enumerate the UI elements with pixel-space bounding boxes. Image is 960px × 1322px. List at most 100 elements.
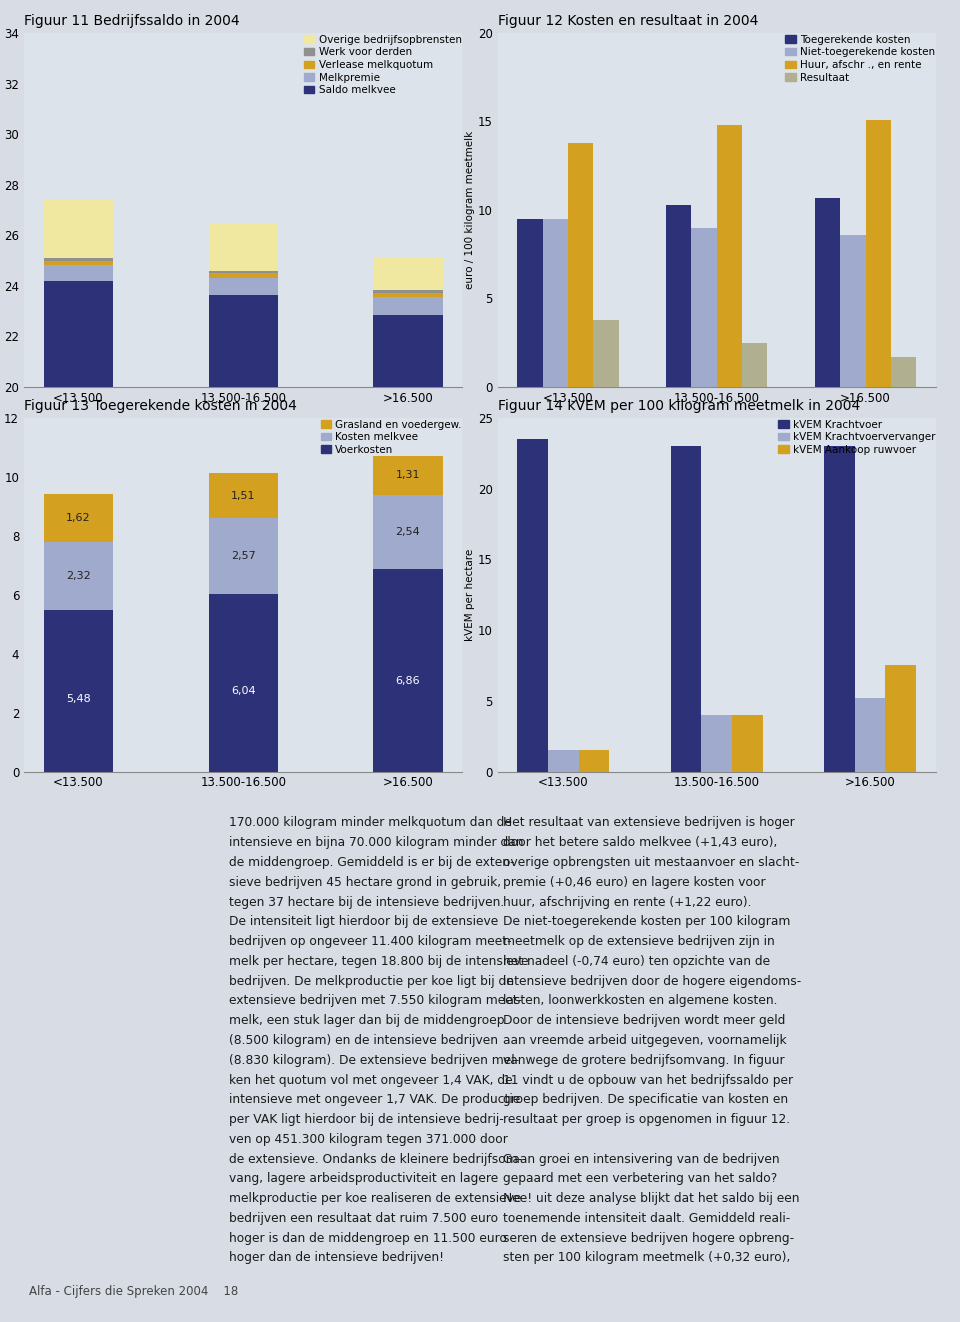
Bar bbox=[373, 297, 443, 315]
Bar bbox=[866, 120, 891, 387]
Text: Figuur 14 kVEM per 100 kilogram meetmelk in 2004: Figuur 14 kVEM per 100 kilogram meetmelk… bbox=[497, 398, 860, 412]
Y-axis label: euro / 100 kilogram meetmelk: euro / 100 kilogram meetmelk bbox=[0, 516, 1, 674]
Text: Figuur 11 Bedrijfssaldo in 2004: Figuur 11 Bedrijfssaldo in 2004 bbox=[24, 13, 240, 28]
Text: intensieve met ongeveer 1,7 VAK. De productie: intensieve met ongeveer 1,7 VAK. De prod… bbox=[229, 1093, 520, 1107]
Bar bbox=[885, 665, 916, 772]
Text: toenemende intensiteit daalt. Gemiddeld reali-: toenemende intensiteit daalt. Gemiddeld … bbox=[503, 1212, 790, 1225]
Text: 11 vindt u de opbouw van het bedrijfssaldo per: 11 vindt u de opbouw van het bedrijfssal… bbox=[503, 1073, 793, 1087]
Bar bbox=[373, 258, 443, 291]
Bar bbox=[208, 518, 277, 594]
Text: Figuur 13 Toegerekende kosten in 2004: Figuur 13 Toegerekende kosten in 2004 bbox=[24, 398, 297, 412]
Text: meetmelk op de extensieve bedrijven zijn in: meetmelk op de extensieve bedrijven zijn… bbox=[503, 935, 775, 948]
Bar bbox=[891, 357, 916, 387]
Text: sieve bedrijven 45 hectare grond in gebruik,: sieve bedrijven 45 hectare grond in gebr… bbox=[229, 875, 501, 888]
Bar bbox=[373, 570, 443, 772]
Text: 2,57: 2,57 bbox=[230, 551, 255, 561]
Text: huur, afschrijving en rente (+1,22 euro).: huur, afschrijving en rente (+1,22 euro)… bbox=[503, 895, 752, 908]
Text: intensieve en bijna 70.000 kilogram minder dan: intensieve en bijna 70.000 kilogram mind… bbox=[229, 837, 524, 849]
Text: Gaan groei en intensivering van de bedrijven: Gaan groei en intensivering van de bedri… bbox=[503, 1153, 780, 1166]
Text: overige opbrengsten uit mestaanvoer en slacht-: overige opbrengsten uit mestaanvoer en s… bbox=[503, 857, 799, 869]
Text: lasten, loonwerkkosten en algemene kosten.: lasten, loonwerkkosten en algemene koste… bbox=[503, 994, 778, 1007]
Text: 6,86: 6,86 bbox=[396, 676, 420, 686]
Bar bbox=[208, 594, 277, 772]
Bar bbox=[824, 446, 854, 772]
Bar bbox=[568, 143, 593, 387]
Text: bedrijven een resultaat dat ruim 7.500 euro: bedrijven een resultaat dat ruim 7.500 e… bbox=[229, 1212, 498, 1225]
Text: seren de extensieve bedrijven hogere opbreng-: seren de extensieve bedrijven hogere opb… bbox=[503, 1232, 794, 1245]
Bar bbox=[691, 227, 717, 387]
Text: de extensieve. Ondanks de kleinere bedrijfsom-: de extensieve. Ondanks de kleinere bedri… bbox=[229, 1153, 522, 1166]
Bar bbox=[44, 280, 113, 387]
Legend: kVEM Krachtvoer, kVEM Krachtvoervervanger, kVEM Aankoop ruwvoer: kVEM Krachtvoer, kVEM Krachtvoervervange… bbox=[779, 419, 935, 455]
Text: Het resultaat van extensieve bedrijven is hoger: Het resultaat van extensieve bedrijven i… bbox=[503, 817, 795, 829]
Text: vanwege de grotere bedrijfsomvang. In figuur: vanwege de grotere bedrijfsomvang. In fi… bbox=[503, 1054, 784, 1067]
Bar bbox=[815, 197, 840, 387]
Legend: Grasland en voedergew., Kosten melkvee, Voerkosten: Grasland en voedergew., Kosten melkvee, … bbox=[321, 419, 462, 455]
Y-axis label: euro / 100 kilogram meetmelk: euro / 100 kilogram meetmelk bbox=[465, 131, 475, 290]
Text: bedrijven. De melkproductie per koe ligt bij de: bedrijven. De melkproductie per koe ligt… bbox=[229, 974, 514, 988]
Bar bbox=[208, 272, 277, 278]
Bar bbox=[44, 260, 113, 266]
Text: vang, lagere arbeidsproductiviteit en lagere: vang, lagere arbeidsproductiviteit en la… bbox=[229, 1173, 498, 1186]
Text: De intensiteit ligt hierdoor bij de extensieve: De intensiteit ligt hierdoor bij de exte… bbox=[229, 915, 498, 928]
Bar bbox=[717, 126, 742, 387]
Text: tegen 37 hectare bij de intensieve bedrijven.: tegen 37 hectare bij de intensieve bedri… bbox=[229, 895, 504, 908]
Y-axis label: kVEM per hectare: kVEM per hectare bbox=[465, 549, 475, 641]
Text: melk per hectare, tegen 18.800 bij de intensieve: melk per hectare, tegen 18.800 bij de in… bbox=[229, 954, 529, 968]
Text: intensieve bedrijven door de hogere eigendoms-: intensieve bedrijven door de hogere eige… bbox=[503, 974, 801, 988]
Text: extensieve bedrijven met 7.550 kilogram meet-: extensieve bedrijven met 7.550 kilogram … bbox=[229, 994, 522, 1007]
Bar bbox=[208, 295, 277, 387]
Text: ken het quotum vol met ongeveer 1,4 VAK, de: ken het quotum vol met ongeveer 1,4 VAK,… bbox=[229, 1073, 513, 1087]
Bar bbox=[44, 258, 113, 260]
Text: premie (+0,46 euro) en lagere kosten voor: premie (+0,46 euro) en lagere kosten voo… bbox=[503, 875, 765, 888]
Legend: Toegerekende kosten, Niet-toegerekende kosten, Huur, afschr ., en rente, Resulta: Toegerekende kosten, Niet-toegerekende k… bbox=[785, 34, 935, 82]
Bar bbox=[44, 266, 113, 280]
Text: Nee! uit deze analyse blijkt dat het saldo bij een: Nee! uit deze analyse blijkt dat het sal… bbox=[503, 1192, 800, 1206]
Text: melkproductie per koe realiseren de extensieve: melkproductie per koe realiseren de exte… bbox=[229, 1192, 521, 1206]
Bar bbox=[44, 542, 113, 609]
Text: Door de intensieve bedrijven wordt meer geld: Door de intensieve bedrijven wordt meer … bbox=[503, 1014, 785, 1027]
Bar bbox=[671, 446, 702, 772]
Bar bbox=[373, 494, 443, 570]
Text: ven op 451.300 kilogram tegen 371.000 door: ven op 451.300 kilogram tegen 371.000 do… bbox=[229, 1133, 508, 1146]
Bar bbox=[373, 456, 443, 494]
Text: door het betere saldo melkvee (+1,43 euro),: door het betere saldo melkvee (+1,43 eur… bbox=[503, 837, 778, 849]
Text: 1,51: 1,51 bbox=[231, 490, 255, 501]
Bar bbox=[702, 715, 732, 772]
Bar bbox=[517, 439, 548, 772]
Bar bbox=[44, 609, 113, 772]
Text: sten per 100 kilogram meetmelk (+0,32 euro),: sten per 100 kilogram meetmelk (+0,32 eu… bbox=[503, 1252, 790, 1264]
Text: 5,48: 5,48 bbox=[66, 694, 91, 703]
Bar bbox=[593, 320, 618, 387]
Text: Figuur 12 Kosten en resultaat in 2004: Figuur 12 Kosten en resultaat in 2004 bbox=[497, 13, 757, 28]
Text: de middengroep. Gemiddeld is er bij de exten-: de middengroep. Gemiddeld is er bij de e… bbox=[229, 857, 515, 869]
Text: 6,04: 6,04 bbox=[231, 686, 255, 697]
Text: per VAK ligt hierdoor bij de intensieve bedrij-: per VAK ligt hierdoor bij de intensieve … bbox=[229, 1113, 504, 1126]
Text: 2,32: 2,32 bbox=[66, 571, 91, 580]
Text: hoger dan de intensieve bedrijven!: hoger dan de intensieve bedrijven! bbox=[229, 1252, 444, 1264]
Text: Alfa - Cijfers die Spreken 2004    18: Alfa - Cijfers die Spreken 2004 18 bbox=[29, 1285, 238, 1298]
Text: (8.830 kilogram). De extensieve bedrijven mel-: (8.830 kilogram). De extensieve bedrijve… bbox=[229, 1054, 519, 1067]
Bar bbox=[548, 751, 579, 772]
Bar bbox=[742, 342, 767, 387]
Text: (8.500 kilogram) en de intensieve bedrijven: (8.500 kilogram) en de intensieve bedrij… bbox=[229, 1034, 498, 1047]
Text: resultaat per groep is opgenomen in figuur 12.: resultaat per groep is opgenomen in figu… bbox=[503, 1113, 790, 1126]
Text: het nadeel (-0,74 euro) ten opzichte van de: het nadeel (-0,74 euro) ten opzichte van… bbox=[503, 954, 770, 968]
Bar bbox=[44, 200, 113, 258]
Text: aan vreemde arbeid uitgegeven, voornamelijk: aan vreemde arbeid uitgegeven, voornamel… bbox=[503, 1034, 786, 1047]
Text: melk, een stuk lager dan bij de middengroep: melk, een stuk lager dan bij de middengr… bbox=[229, 1014, 505, 1027]
Bar bbox=[208, 278, 277, 295]
Bar bbox=[666, 205, 691, 387]
Text: 2,54: 2,54 bbox=[396, 527, 420, 537]
Text: De niet-toegerekende kosten per 100 kilogram: De niet-toegerekende kosten per 100 kilo… bbox=[503, 915, 790, 928]
Bar bbox=[44, 494, 113, 542]
Text: gepaard met een verbetering van het saldo?: gepaard met een verbetering van het sald… bbox=[503, 1173, 777, 1186]
Legend: Overige bedrijfsopbrensten, Werk voor derden, Verlease melkquotum, Melkpremie, S: Overige bedrijfsopbrensten, Werk voor de… bbox=[304, 34, 462, 95]
Bar bbox=[373, 315, 443, 387]
Y-axis label: euro / 100 kilogram meetmelk: euro / 100 kilogram meetmelk bbox=[0, 131, 1, 290]
Bar bbox=[840, 235, 866, 387]
Bar bbox=[579, 751, 610, 772]
Bar bbox=[517, 218, 542, 387]
Bar bbox=[208, 473, 277, 518]
Bar bbox=[208, 223, 277, 271]
